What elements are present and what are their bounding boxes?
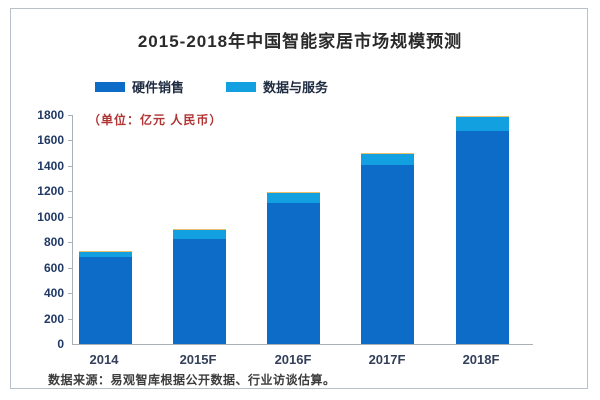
y-tick-label: 600 — [43, 261, 64, 275]
y-tick-mark — [68, 217, 73, 218]
chart-title: 2015-2018年中国智能家居市场规模预测 — [137, 32, 463, 51]
x-axis-label-2014: 2014 — [89, 352, 119, 367]
y-tick-mark — [68, 140, 73, 141]
x-axis-label-2015F: 2015F — [179, 352, 217, 367]
y-tick-label: 800 — [43, 235, 64, 249]
unit-note: （单位：亿元 人民币） — [88, 113, 223, 127]
legend-label-services: 数据与服务 — [263, 80, 329, 95]
legend-label-hardware: 硬件销售 — [132, 80, 185, 95]
bar-segment-hardware-2018F — [456, 131, 509, 344]
bar-segment-services-2017F — [361, 153, 414, 165]
y-tick-label: 0 — [57, 337, 64, 351]
y-tick-mark — [68, 268, 73, 269]
y-tick-mark — [68, 293, 73, 294]
plot-area — [68, 115, 533, 345]
hardware-series-swatch — [95, 81, 125, 92]
legend-item-hardware: 硬件销售 — [95, 77, 184, 96]
bar-segment-hardware-2017F — [361, 165, 414, 344]
y-tick-label: 1000 — [37, 210, 64, 224]
bar-segment-services-2015F — [173, 229, 226, 239]
x-axis-label-2017F: 2017F — [368, 352, 406, 367]
bar-segment-services-2018F — [456, 116, 509, 131]
y-tick-label: 1400 — [37, 159, 64, 173]
legend: 硬件销售 数据与服务 — [95, 77, 328, 96]
bar-segment-services-2016F — [267, 192, 320, 203]
y-tick-mark — [68, 191, 73, 192]
bar-segment-services-2014 — [79, 251, 132, 257]
y-tick-label: 1800 — [37, 108, 64, 122]
y-tick-mark — [68, 319, 73, 320]
x-axis-label-2018F: 2018F — [462, 352, 500, 367]
services-series-swatch — [226, 81, 257, 92]
x-axis-label-2016F: 2016F — [274, 352, 312, 367]
y-tick-label: 1600 — [37, 133, 64, 147]
y-tick-label: 200 — [43, 312, 64, 326]
y-tick-mark — [68, 115, 73, 116]
source-note: 数据来源：易观智库根据公开数据、行业访谈估算。 — [48, 373, 336, 387]
bar-segment-hardware-2016F — [267, 203, 320, 344]
bar-segment-hardware-2014 — [79, 257, 132, 344]
legend-item-services: 数据与服务 — [226, 77, 328, 96]
y-tick-label: 400 — [43, 286, 64, 300]
bar-segment-hardware-2015F — [173, 239, 226, 344]
y-tick-label: 1200 — [37, 184, 64, 198]
y-tick-mark — [68, 242, 73, 243]
y-tick-mark — [68, 166, 73, 167]
